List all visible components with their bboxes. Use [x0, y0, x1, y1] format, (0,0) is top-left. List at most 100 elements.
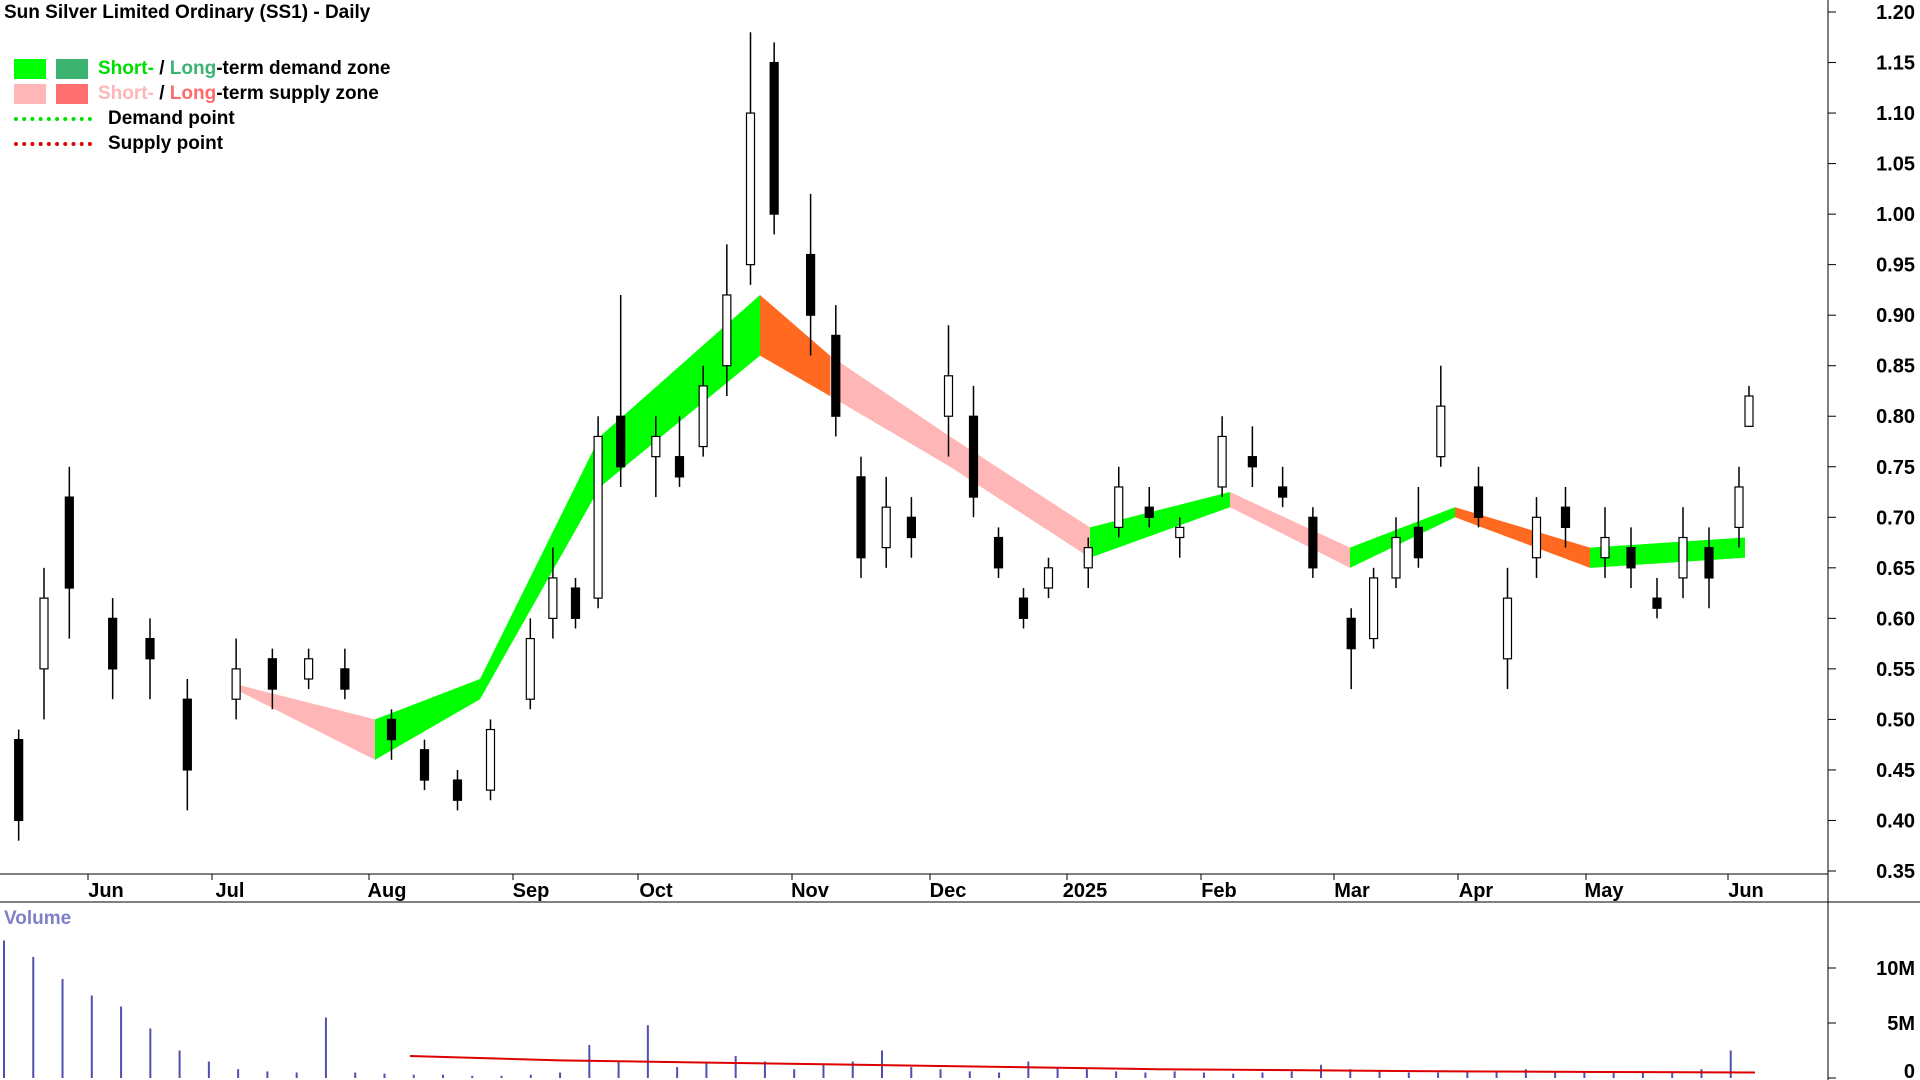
price-tick-label: 1.05: [1876, 154, 1915, 176]
candle-up: [485, 728, 496, 791]
legend-supply-point: Supply point: [14, 131, 390, 156]
legend-short-label: Short-: [98, 82, 154, 104]
candle-up: [593, 435, 603, 599]
candle-up: [1083, 547, 1093, 569]
legend-demand-point: Demand point: [14, 106, 390, 131]
price-tick-label: 0.95: [1876, 255, 1915, 277]
zone-segment: [235, 684, 375, 760]
candle-down: [805, 253, 816, 316]
x-tick-label: 2025: [1063, 880, 1108, 902]
volume-tick-label: 5M: [1887, 1013, 1915, 1035]
x-tick-label: Jul: [216, 880, 245, 902]
long-demand-swatch: [56, 58, 88, 79]
candle-down: [145, 637, 155, 660]
x-tick-label: Nov: [791, 880, 830, 902]
candle-down: [906, 516, 917, 539]
price-tick-label: 0.85: [1876, 356, 1915, 378]
candle-down: [993, 536, 1004, 569]
candle-up: [304, 658, 314, 680]
price-tick-label: 0.55: [1876, 659, 1915, 681]
candle-up: [1531, 516, 1542, 559]
candle-down: [182, 698, 192, 771]
legend-demand-zone: Short- / Long -term demand zone: [14, 56, 390, 81]
volume-axis-ticks: 10M 5M 0: [1828, 958, 1915, 1080]
x-tick-label: Oct: [639, 880, 673, 902]
candle-up: [745, 112, 756, 266]
candle-up: [698, 385, 708, 448]
long-supply-swatch: [56, 83, 88, 104]
candle-down: [452, 779, 463, 801]
legend-sep: /: [153, 82, 170, 104]
x-tick-label: May: [1585, 880, 1625, 902]
legend-demand-point-text: Demand point: [108, 107, 235, 129]
volume-ma-path: [409, 1055, 1756, 1074]
candle-down: [1144, 506, 1154, 518]
candle-down: [14, 739, 24, 822]
price-tick-label: 0.45: [1876, 760, 1915, 782]
candle-up: [1734, 486, 1744, 529]
legend-supply-zone-text: -term supply zone: [216, 82, 379, 104]
zone-segment: [600, 294, 760, 487]
candle-down: [108, 617, 118, 670]
x-tick-label: Feb: [1201, 880, 1237, 902]
price-tick-label: 0.65: [1876, 558, 1915, 580]
x-tick-label: Sep: [513, 880, 550, 902]
price-tick-label: 0.70: [1876, 507, 1915, 529]
legend-long-label: Long: [169, 57, 217, 79]
candle-up: [1600, 536, 1610, 559]
candle-down: [267, 658, 277, 690]
zone-segment: [830, 355, 950, 467]
candle-up: [722, 294, 732, 367]
candle-up: [1744, 395, 1754, 427]
candle-down: [419, 749, 430, 781]
short-supply-swatch: [14, 83, 46, 104]
candle-down: [1308, 516, 1318, 569]
price-tick-label: 0.90: [1876, 305, 1915, 327]
candle-up: [1502, 597, 1513, 660]
candle-up: [1114, 486, 1124, 529]
candle-up: [525, 637, 535, 700]
x-tick-label: Apr: [1459, 880, 1494, 902]
x-axis-labels: Jun Jul Aug Sep Oct Nov Dec 2025 Feb Mar Apr May Jun: [87, 874, 1764, 902]
price-tick-label: 0.40: [1876, 810, 1915, 832]
price-tick-label: 0.50: [1876, 709, 1915, 731]
price-tick-label: 1.10: [1876, 103, 1915, 125]
volume-bars: [3, 940, 1732, 1078]
zone-ribbon: [235, 294, 1745, 760]
zone-segment: [1090, 492, 1230, 558]
price-tick-label: 0.80: [1876, 406, 1915, 428]
price-tick-label: 1.20: [1876, 2, 1915, 24]
candle-down: [616, 415, 626, 468]
legend: Short- / Long -term demand zone Short- / …: [14, 56, 390, 156]
candle-down: [1278, 486, 1288, 498]
price-tick-label: 1.15: [1876, 53, 1915, 75]
candle-up: [1217, 435, 1227, 488]
x-tick-label: Jun: [88, 880, 124, 902]
candle-down: [1473, 486, 1484, 518]
candle-up: [1043, 567, 1054, 589]
candle-down: [1247, 456, 1257, 468]
candle-down: [64, 496, 74, 589]
candle-up: [548, 577, 558, 619]
candle-down: [1346, 617, 1356, 650]
candle-up: [881, 506, 891, 549]
zone-segment: [375, 678, 480, 760]
candle-down: [1652, 597, 1662, 609]
candle-up: [39, 597, 49, 670]
zone-segment: [1230, 492, 1350, 568]
zone-segment: [1590, 537, 1745, 568]
zone-segment: [1455, 507, 1590, 568]
candle-up: [1436, 405, 1446, 458]
candle-down: [674, 456, 685, 478]
zone-segment: [950, 436, 1090, 558]
candle-down: [1626, 547, 1636, 569]
candle-up: [231, 668, 241, 700]
candle-down: [1560, 506, 1571, 528]
legend-long-label: Long: [169, 82, 217, 104]
price-tick-label: 1.00: [1876, 204, 1915, 226]
chart-title: Sun Silver Limited Ordinary (SS1) - Dail…: [4, 2, 371, 23]
demand-point-line: [14, 116, 92, 121]
x-tick-label: Mar: [1334, 880, 1370, 902]
candle-up: [943, 375, 954, 417]
zone-segment: [1350, 507, 1455, 568]
